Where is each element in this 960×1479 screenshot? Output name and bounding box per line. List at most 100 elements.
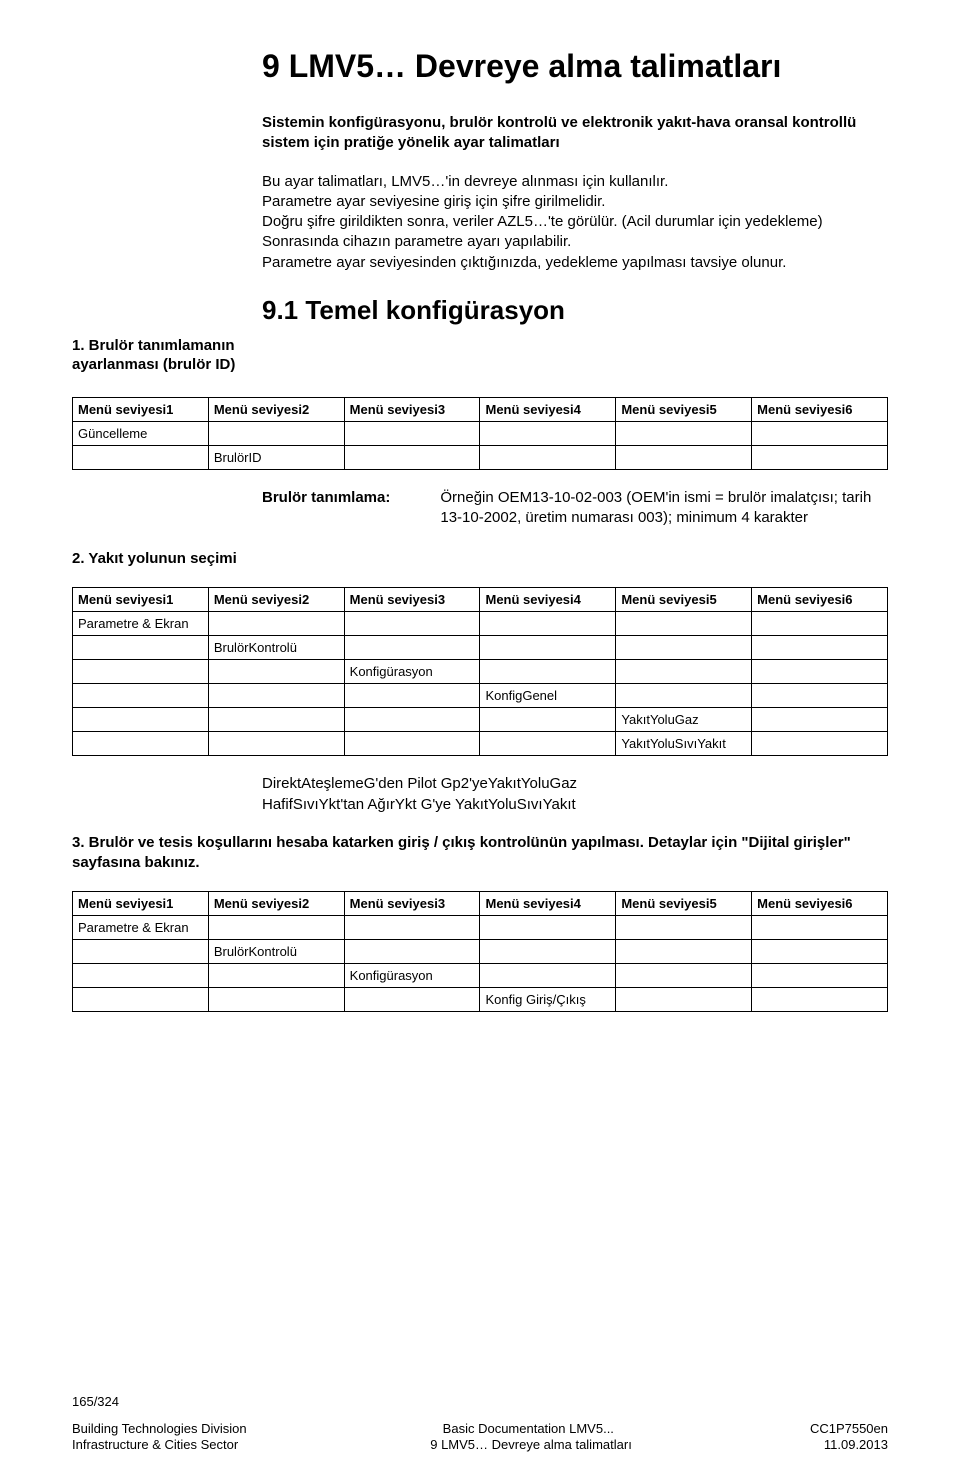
- footer-left-1: Building Technologies Division: [72, 1421, 247, 1437]
- menu-cell: [752, 612, 888, 636]
- menu-cell: [480, 445, 616, 469]
- menu-cell: YakıtYoluGaz: [616, 708, 752, 732]
- menu-header: Menü seviyesi4: [480, 397, 616, 421]
- menu-table-3: Menü seviyesi1Menü seviyesi2Menü seviyes…: [72, 891, 888, 1012]
- menu-cell: [73, 445, 209, 469]
- menu-header: Menü seviyesi1: [73, 588, 209, 612]
- intro-bold: Sistemin konfigürasyonu, brulör kontrolü…: [262, 113, 888, 154]
- def-term: Brulör tanımlama:: [262, 488, 390, 529]
- menu-cell: [480, 964, 616, 988]
- menu-cell: Konfigürasyon: [344, 964, 480, 988]
- def-desc: Örneğin OEM13-10-02-003 (OEM'in ismi = b…: [440, 488, 888, 529]
- menu-cell: [208, 612, 344, 636]
- menu-cell: [344, 708, 480, 732]
- menu-header: Menü seviyesi5: [616, 892, 752, 916]
- menu-header: Menü seviyesi1: [73, 892, 209, 916]
- menu-cell: Konfigürasyon: [344, 660, 480, 684]
- note-line-2: HafifSıvıYkt'tan AğırYkt G'ye YakıtYoluS…: [262, 795, 888, 815]
- menu-cell: [208, 660, 344, 684]
- section-title: 9.1 Temel konfigürasyon: [262, 295, 888, 326]
- menu-cell: [616, 684, 752, 708]
- menu-table-2: Menü seviyesi1Menü seviyesi2Menü seviyes…: [72, 587, 888, 756]
- step3-text: 3. Brulör ve tesis koşullarını hesaba ka…: [72, 833, 888, 874]
- menu-header: Menü seviyesi3: [344, 892, 480, 916]
- menu-header: Menü seviyesi3: [344, 588, 480, 612]
- menu-cell: [480, 708, 616, 732]
- menu-cell: [480, 916, 616, 940]
- menu-cell: [73, 636, 209, 660]
- menu-header: Menü seviyesi6: [752, 892, 888, 916]
- menu-cell: [480, 940, 616, 964]
- footer-left-2: Infrastructure & Cities Sector: [72, 1437, 238, 1453]
- menu-cell: [616, 940, 752, 964]
- menu-header: Menü seviyesi3: [344, 397, 480, 421]
- menu-cell: [208, 684, 344, 708]
- menu-cell: [616, 421, 752, 445]
- menu-cell: [480, 612, 616, 636]
- menu-cell: [344, 636, 480, 660]
- page-footer: 165/324 Building Technologies Division B…: [72, 1394, 888, 1453]
- menu-cell: [752, 964, 888, 988]
- menu-cell: [752, 636, 888, 660]
- footer-right-2: 11.09.2013: [824, 1437, 888, 1453]
- menu-header: Menü seviyesi5: [616, 397, 752, 421]
- menu-cell: [208, 732, 344, 756]
- menu-header: Menü seviyesi6: [752, 397, 888, 421]
- menu-header: Menü seviyesi2: [208, 892, 344, 916]
- menu-cell: [208, 421, 344, 445]
- page-number: 165/324: [72, 1394, 888, 1410]
- menu-cell: BrulörID: [208, 445, 344, 469]
- menu-cell: [73, 684, 209, 708]
- menu-cell: [752, 988, 888, 1012]
- menu-cell: Konfig Giriş/Çıkış: [480, 988, 616, 1012]
- menu-cell: [480, 660, 616, 684]
- footer-mid-2: 9 LMV5… Devreye alma talimatları: [430, 1437, 632, 1453]
- menu-header: Menü seviyesi6: [752, 588, 888, 612]
- menu-cell: [344, 916, 480, 940]
- menu-cell: [480, 732, 616, 756]
- menu-cell: BrulörKontrolü: [208, 940, 344, 964]
- menu-table-1: Menü seviyesi1Menü seviyesi2Menü seviyes…: [72, 397, 888, 470]
- menu-cell: Güncelleme: [73, 421, 209, 445]
- menu-cell: [752, 708, 888, 732]
- footer-right-1: CC1P7550en: [810, 1421, 888, 1437]
- menu-cell: YakıtYoluSıvıYakıt: [616, 732, 752, 756]
- menu-cell: [208, 988, 344, 1012]
- menu-cell: [752, 940, 888, 964]
- menu-cell: [344, 445, 480, 469]
- menu-cell: [73, 940, 209, 964]
- menu-cell: [344, 684, 480, 708]
- chapter-title: 9 LMV5… Devreye alma talimatları: [262, 48, 888, 85]
- menu-cell: [344, 421, 480, 445]
- menu-cell: KonfigGenel: [480, 684, 616, 708]
- menu-cell: [480, 636, 616, 660]
- menu-cell: [616, 916, 752, 940]
- menu-cell: [616, 445, 752, 469]
- menu-cell: [208, 708, 344, 732]
- menu-cell: [616, 612, 752, 636]
- menu-cell: Parametre & Ekran: [73, 916, 209, 940]
- menu-header: Menü seviyesi2: [208, 588, 344, 612]
- menu-header: Menü seviyesi1: [73, 397, 209, 421]
- menu-cell: [73, 732, 209, 756]
- menu-cell: [752, 421, 888, 445]
- step1-label: 1. Brulör tanımlamanın ayarlanması (brul…: [72, 336, 292, 375]
- menu-cell: BrulörKontrolü: [208, 636, 344, 660]
- menu-cell: [752, 732, 888, 756]
- menu-cell: [73, 660, 209, 684]
- menu-cell: Parametre & Ekran: [73, 612, 209, 636]
- menu-cell: [752, 660, 888, 684]
- menu-cell: [208, 916, 344, 940]
- menu-cell: [344, 988, 480, 1012]
- menu-cell: [616, 988, 752, 1012]
- menu-cell: [616, 636, 752, 660]
- menu-cell: [344, 732, 480, 756]
- menu-cell: [480, 421, 616, 445]
- menu-cell: [73, 708, 209, 732]
- menu-header: Menü seviyesi4: [480, 588, 616, 612]
- menu-cell: [344, 612, 480, 636]
- menu-cell: [73, 964, 209, 988]
- menu-cell: [73, 988, 209, 1012]
- note-line-1: DirektAteşlemeG'den Pilot Gp2'yeYakıtYol…: [262, 774, 888, 794]
- footer-mid-1: Basic Documentation LMV5...: [443, 1421, 614, 1437]
